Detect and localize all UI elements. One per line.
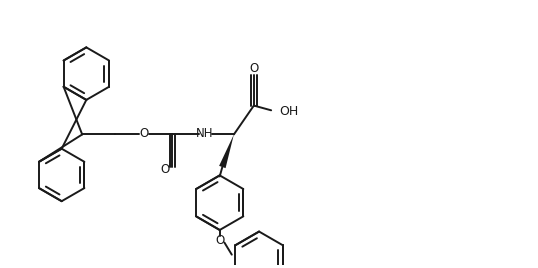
Text: O: O [215,234,224,247]
Text: O: O [160,163,169,176]
Text: OH: OH [280,105,299,118]
Text: O: O [249,62,258,75]
Polygon shape [219,135,234,168]
Text: NH: NH [196,127,214,140]
Text: O: O [139,127,148,140]
